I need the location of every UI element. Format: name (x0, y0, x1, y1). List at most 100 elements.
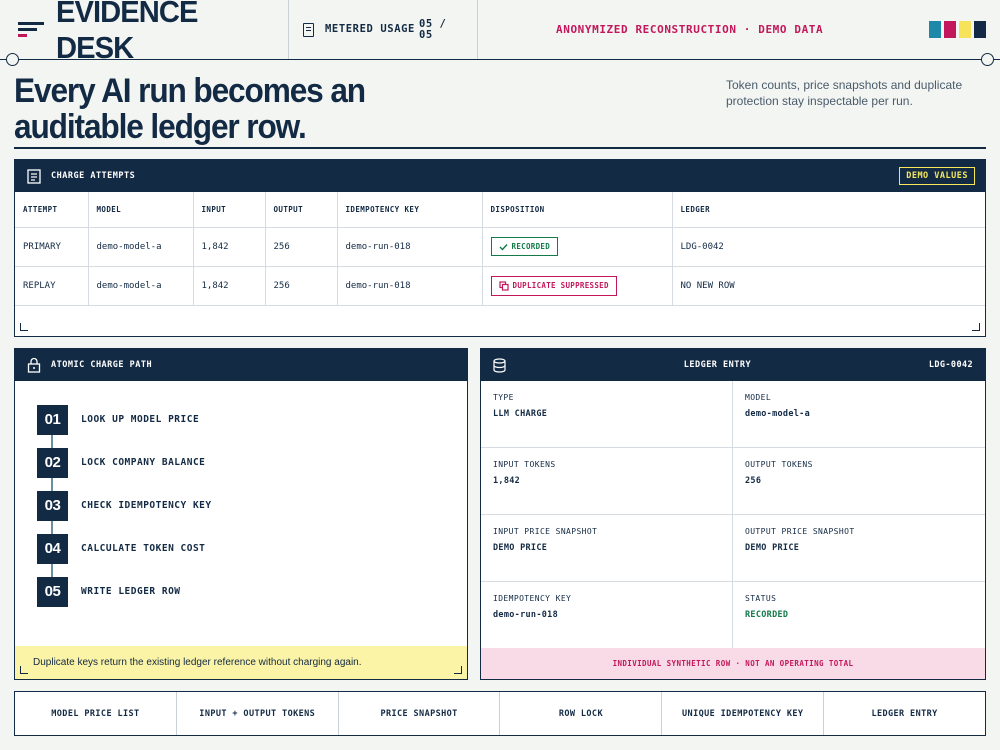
ledger-id: LDG-0042 (928, 360, 973, 370)
field-value: LLM CHARGE (493, 409, 548, 419)
field-output-price-snapshot: OUTPUT PRICE SNAPSHOT DEMO PRICE (733, 515, 985, 582)
field-label: STATUS (745, 594, 777, 603)
field-value: DEMO PRICE (745, 543, 800, 553)
field-label: MODEL (745, 393, 772, 402)
column-header: INPUT (193, 192, 266, 228)
step-label: LOOK UP MODEL PRICE (81, 414, 200, 425)
flow-item-idempotency-key[interactable]: UNIQUE IDEMPOTENCY KEY (662, 692, 825, 735)
input-cell: 1,842 (193, 227, 266, 267)
step-label: CALCULATE TOKEN COST (81, 543, 206, 554)
flow-item-ledger-entry[interactable]: LEDGER ENTRY (871, 708, 938, 719)
panel-title: CHARGE ATTEMPTS (51, 171, 136, 181)
panel-header: LEDGER ENTRY LDG-0042 (481, 349, 985, 381)
top-bar: EVIDENCE DESK METERED USAGE 05 / 05 ANON… (0, 0, 1000, 65)
brand-logo-icon (18, 21, 44, 38)
usage-label: METERED USAGE (325, 23, 415, 35)
database-icon (493, 357, 506, 373)
field-type: TYPE LLM CHARGE (481, 381, 733, 448)
step-label: LOCK COMPANY BALANCE (81, 457, 206, 468)
status-badge-recorded: RECORDED (490, 237, 559, 256)
step-item: 01 LOOK UP MODEL PRICE (37, 398, 467, 441)
brand[interactable]: EVIDENCE DESK (0, 0, 289, 65)
table-row[interactable]: PRIMARY demo-model-a 1,842 256 demo-run-… (15, 227, 985, 267)
ledger-cell: LDG-0042 (672, 227, 985, 267)
field-model: MODEL demo-model-a (733, 381, 985, 448)
step-label: CHECK IDEMPOTENCY KEY (81, 500, 212, 511)
flow-item-model-price-list[interactable]: MODEL PRICE LIST (15, 692, 177, 735)
divider (14, 147, 986, 149)
step-number: 05 (37, 576, 68, 607)
idempotency-key-cell: demo-run-018 (337, 266, 483, 306)
status-label: DUPLICATE SUPPRESSED (512, 281, 609, 290)
ledger-footnote: INDIVIDUAL SYNTHETIC ROW · NOT AN OPERAT… (481, 648, 985, 679)
swatch-navy (974, 21, 986, 38)
field-status: STATUS RECORDED (733, 582, 985, 649)
document-icon (303, 22, 314, 37)
corner-tick (972, 323, 980, 331)
column-header: MODEL (88, 192, 194, 228)
step-list: 01 LOOK UP MODEL PRICE 02 LOCK COMPANY B… (15, 381, 467, 613)
flow-item-price-snapshot[interactable]: PRICE SNAPSHOT (339, 692, 501, 735)
field-value: 1,842 (493, 476, 521, 486)
panel-header: ATOMIC CHARGE PATH (15, 349, 467, 381)
field-value: demo-run-018 (493, 610, 559, 620)
step-item: 05 WRITE LEDGER ROW (37, 570, 467, 613)
attempt-cell: PRIMARY (15, 227, 89, 267)
step-item: 04 CALCULATE TOKEN COST (37, 527, 467, 570)
column-header: DISPOSITION (482, 192, 673, 228)
field-value: demo-model-a (745, 409, 811, 419)
field-label: IDEMPOTENCY KEY (493, 594, 572, 603)
lock-icon (27, 357, 41, 373)
model-cell: demo-model-a (88, 266, 194, 306)
flow-item-row-lock[interactable]: ROW LOCK (500, 692, 663, 735)
table-row[interactable]: REPLAY demo-model-a 1,842 256 demo-run-0… (15, 266, 985, 306)
disposition-cell: RECORDED (482, 227, 673, 267)
corner-tick (454, 666, 462, 674)
demo-notice: ANONYMIZED RECONSTRUCTION · DEMO DATA (556, 23, 824, 36)
corner-tick (20, 323, 28, 331)
status-label: RECORDED (511, 242, 551, 251)
panel-title: LEDGER ENTRY (683, 360, 752, 370)
swatch-blue (929, 21, 941, 38)
field-label: INPUT PRICE SNAPSHOT (493, 527, 598, 536)
step-number: 03 (37, 490, 68, 521)
column-header: IDEMPOTENCY KEY (337, 192, 483, 228)
step-item: 03 CHECK IDEMPOTENCY KEY (37, 484, 467, 527)
ledger-fields: TYPE LLM CHARGE MODEL demo-model-a INPUT… (481, 381, 985, 649)
panel-header: CHARGE ATTEMPTS DEMO VALUES (15, 160, 985, 192)
flow-item-tokens[interactable]: INPUT + OUTPUT TOKENS (177, 692, 339, 735)
swatch-magenta (944, 21, 956, 38)
table-header-row: ATTEMPT MODEL INPUT OUTPUT IDEMPOTENCY K… (15, 192, 985, 228)
copy-icon (498, 280, 509, 291)
field-input-tokens: INPUT TOKENS 1,842 (481, 448, 733, 515)
step-label: WRITE LEDGER ROW (81, 586, 181, 597)
disposition-cell: DUPLICATE SUPPRESSED (482, 266, 673, 306)
field-output-tokens: OUTPUT TOKENS 256 (733, 448, 985, 515)
page-title: Every AI run becomes an auditable ledger… (14, 72, 366, 146)
brand-name: EVIDENCE DESK (56, 0, 198, 65)
ledger-cell: NO NEW ROW (672, 266, 985, 306)
atomic-charge-path-panel: ATOMIC CHARGE PATH 01 LOOK UP MODEL PRIC… (14, 348, 468, 680)
output-cell: 256 (265, 266, 338, 306)
metered-usage: METERED USAGE 05 / 05 (289, 0, 478, 59)
path-footnote: Duplicate keys return the existing ledge… (15, 646, 467, 679)
corner-tick (20, 666, 28, 674)
field-label: OUTPUT TOKENS (745, 460, 813, 469)
step-number: 02 (37, 447, 68, 478)
panel-title: ATOMIC CHARGE PATH (51, 360, 153, 370)
field-value: DEMO PRICE (493, 543, 548, 553)
attempts-table: ATTEMPT MODEL INPUT OUTPUT IDEMPOTENCY K… (15, 192, 985, 306)
corner-marker-right (981, 53, 994, 66)
idempotency-key-cell: demo-run-018 (337, 227, 483, 267)
charge-attempts-panel: CHARGE ATTEMPTS DEMO VALUES ATTEMPT MODE… (14, 159, 986, 337)
check-icon (499, 243, 508, 251)
swatch-yellow (959, 21, 971, 38)
column-header: OUTPUT (265, 192, 338, 228)
ledger-entry-panel: LEDGER ENTRY LDG-0042 TYPE LLM CHARGE MO… (480, 348, 986, 680)
column-header: ATTEMPT (15, 192, 89, 228)
step-number: 01 (37, 404, 68, 435)
column-header: LEDGER (672, 192, 985, 228)
clipboard-icon (27, 169, 41, 184)
status-badge-duplicate: DUPLICATE SUPPRESSED (490, 275, 617, 296)
step-item: 02 LOCK COMPANY BALANCE (37, 441, 467, 484)
